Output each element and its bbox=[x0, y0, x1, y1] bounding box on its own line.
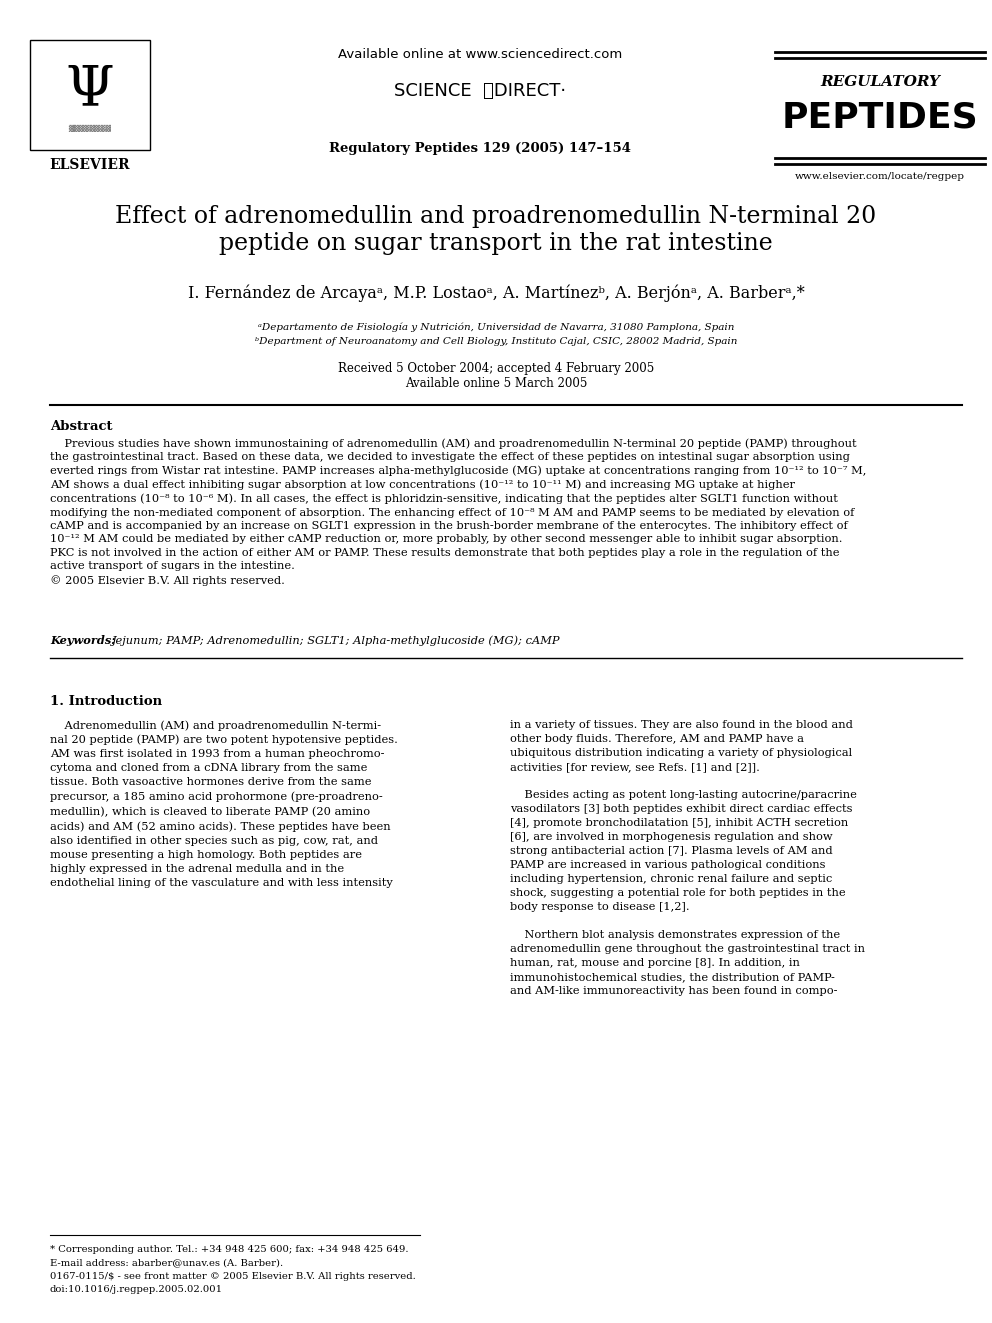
Text: Received 5 October 2004; accepted 4 February 2005: Received 5 October 2004; accepted 4 Febr… bbox=[338, 363, 654, 374]
Text: Abstract: Abstract bbox=[50, 419, 112, 433]
Text: Adrenomedullin (AM) and proadrenomedullin N-termi-
nal 20 peptide (PAMP) are two: Adrenomedullin (AM) and proadrenomedulli… bbox=[50, 720, 398, 888]
Text: E-mail address: abarber@unav.es (A. Barber).: E-mail address: abarber@unav.es (A. Barb… bbox=[50, 1258, 283, 1267]
Text: PEPTIDES: PEPTIDES bbox=[782, 101, 978, 134]
Text: www.elsevier.com/locate/regpep: www.elsevier.com/locate/regpep bbox=[795, 172, 965, 181]
Text: peptide on sugar transport in the rat intestine: peptide on sugar transport in the rat in… bbox=[219, 232, 773, 255]
Text: REGULATORY: REGULATORY bbox=[820, 75, 940, 89]
Text: ELSEVIER: ELSEVIER bbox=[50, 157, 130, 172]
Text: Ψ: Ψ bbox=[65, 62, 114, 118]
Text: Regulatory Peptides 129 (2005) 147–154: Regulatory Peptides 129 (2005) 147–154 bbox=[329, 142, 631, 155]
Text: ▓▓▓▓▓▓▓▓: ▓▓▓▓▓▓▓▓ bbox=[68, 124, 111, 132]
Text: Available online 5 March 2005: Available online 5 March 2005 bbox=[405, 377, 587, 390]
Text: in a variety of tissues. They are also found in the blood and
other body fluids.: in a variety of tissues. They are also f… bbox=[510, 720, 865, 996]
Text: SCIENCE  ⓓDIRECT·: SCIENCE ⓓDIRECT· bbox=[394, 82, 566, 101]
Text: * Corresponding author. Tel.: +34 948 425 600; fax: +34 948 425 649.: * Corresponding author. Tel.: +34 948 42… bbox=[50, 1245, 409, 1254]
Text: Previous studies have shown immunostaining of adrenomedullin (AM) and proadrenom: Previous studies have shown immunostaini… bbox=[50, 438, 866, 586]
Text: Jejunum; PAMP; Adrenomedullin; SGLT1; Alpha-methylglucoside (MG); cAMP: Jejunum; PAMP; Adrenomedullin; SGLT1; Al… bbox=[112, 635, 560, 646]
Bar bbox=[30, 40, 150, 149]
Text: 0167-0115/$ - see front matter © 2005 Elsevier B.V. All rights reserved.: 0167-0115/$ - see front matter © 2005 El… bbox=[50, 1271, 416, 1281]
Text: 1. Introduction: 1. Introduction bbox=[50, 695, 162, 708]
Text: doi:10.1016/j.regpep.2005.02.001: doi:10.1016/j.regpep.2005.02.001 bbox=[50, 1285, 223, 1294]
Text: ᵇDepartment of Neuroanatomy and Cell Biology, Instituto Cajal, CSIC, 28002 Madri: ᵇDepartment of Neuroanatomy and Cell Bio… bbox=[255, 337, 737, 347]
Text: Effect of adrenomedullin and proadrenomedullin N-terminal 20: Effect of adrenomedullin and proadrenome… bbox=[115, 205, 877, 228]
Text: Available online at www.sciencedirect.com: Available online at www.sciencedirect.co… bbox=[338, 48, 622, 61]
Text: ᵃDepartamento de Fisiología y Nutrición, Universidad de Navarra, 31080 Pamplona,: ᵃDepartamento de Fisiología y Nutrición,… bbox=[258, 321, 734, 332]
Text: I. Fernández de Arcayaᵃ, M.P. Lostaoᵃ, A. Martínezᵇ, A. Berjónᵃ, A. Barberᵃ,*: I. Fernández de Arcayaᵃ, M.P. Lostaoᵃ, A… bbox=[187, 284, 805, 303]
Text: Keywords:: Keywords: bbox=[50, 635, 119, 646]
